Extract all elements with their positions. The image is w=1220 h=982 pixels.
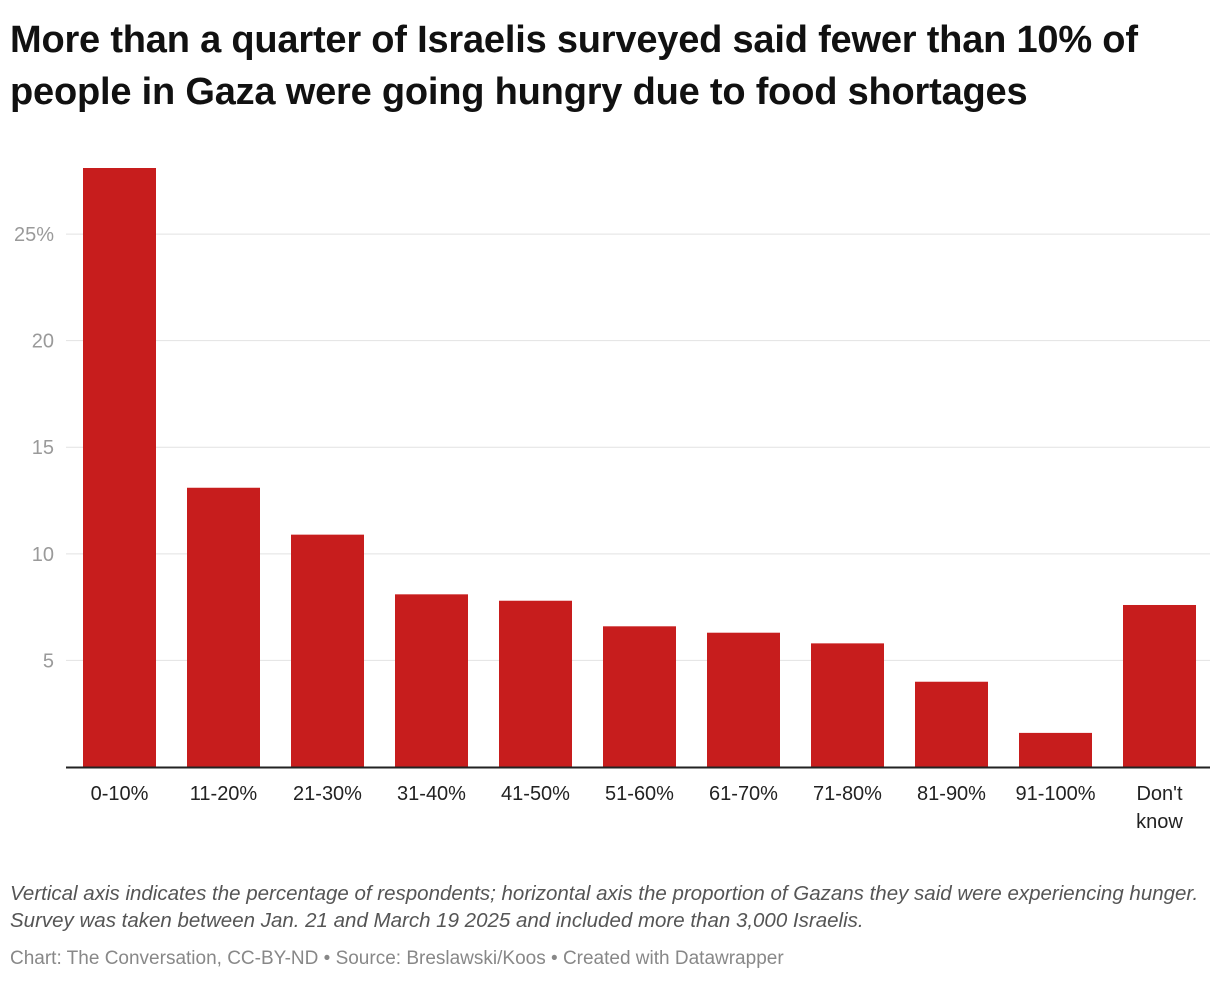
credit-source[interactable]: Source: Breslawski/Koos [335, 948, 546, 969]
x-tick-label: Don't [1136, 783, 1183, 805]
x-tick-label: 31-40% [397, 783, 466, 805]
y-tick-label: 10 [32, 544, 54, 566]
x-tick-label: 0-10% [91, 783, 149, 805]
x-tick-label: 91-100% [1015, 783, 1095, 805]
bar [915, 681, 988, 767]
chart-note: Vertical axis indicates the percentage o… [10, 882, 1199, 932]
bar [1019, 732, 1092, 767]
chart-credit: Chart: The Conversation, CC-BY-ND • Sour… [10, 946, 1215, 972]
credit-separator: • [545, 948, 563, 969]
bar [811, 643, 884, 767]
bar-chart: 5 10 15 20 25% 0-10% 11-20% 21-30% 31-40% 41-50% 5… [14, 168, 1210, 833]
bar [603, 626, 676, 767]
bar [395, 594, 468, 767]
credit-tool[interactable]: Created with Datawrapper [562, 948, 784, 969]
credit-separator: • [318, 948, 336, 969]
bar [291, 534, 364, 767]
y-tick-label: 20 [32, 331, 54, 353]
x-tick-label: 61-70% [709, 783, 778, 805]
bar [83, 168, 156, 767]
x-tick-label: 51-60% [605, 783, 674, 805]
bar [187, 487, 260, 767]
credit-chart[interactable]: Chart: The Conversation, CC-BY-ND [10, 948, 319, 969]
bar [499, 600, 572, 767]
x-tick-label: know [1136, 811, 1183, 833]
bar [1123, 604, 1196, 767]
bar [707, 632, 780, 767]
x-tick-label: 11-20% [190, 783, 258, 805]
y-tick-label: 25% [14, 224, 54, 246]
x-tick-label: 81-90% [917, 783, 986, 805]
x-tick-label: 71-80% [813, 783, 882, 805]
x-tick-label: 41-50% [501, 783, 570, 805]
y-tick-label: 5 [43, 650, 54, 672]
chart-title: More than a quarter of Israelis surveyed… [10, 19, 1138, 113]
y-tick-label: 15 [32, 437, 54, 459]
x-tick-label: 21-30% [293, 783, 362, 805]
